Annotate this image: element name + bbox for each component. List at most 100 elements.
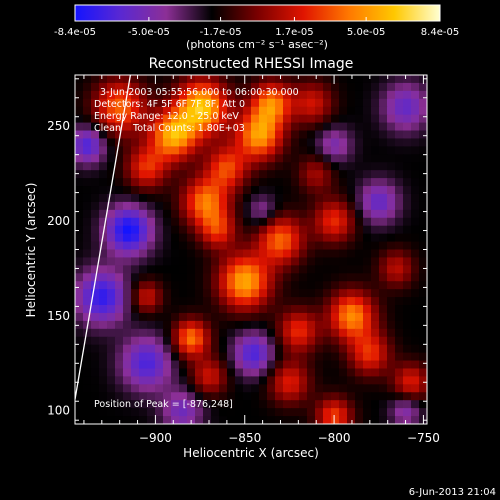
heatmap-cell bbox=[227, 368, 236, 378]
heatmap-cell bbox=[163, 376, 172, 385]
heatmap-cell bbox=[363, 416, 372, 424]
heatmap-cell bbox=[387, 265, 396, 274]
heatmap-cell bbox=[179, 122, 188, 132]
heatmap-cell bbox=[259, 249, 268, 259]
heatmap-cell bbox=[203, 328, 212, 338]
heatmap-cell bbox=[115, 209, 124, 219]
heatmap-cell bbox=[371, 265, 380, 274]
detectors-annotation: Detectors: 4F 5F 6F 7F 8F, Att 0 bbox=[94, 99, 245, 110]
heatmap-cell bbox=[195, 186, 204, 195]
heatmap-cell bbox=[155, 273, 164, 282]
heatmap-cell bbox=[155, 281, 164, 290]
heatmap-cell bbox=[91, 384, 100, 393]
heatmap-cell bbox=[331, 289, 340, 298]
heatmap-cell bbox=[139, 320, 148, 330]
heatmap-cell bbox=[283, 162, 292, 171]
heatmap-cell bbox=[419, 90, 427, 100]
heatmap-cell bbox=[243, 170, 252, 179]
heatmap-cell bbox=[91, 201, 100, 211]
heatmap-cell bbox=[203, 289, 212, 298]
heatmap-cell bbox=[259, 297, 268, 306]
heatmap-cell bbox=[115, 257, 124, 266]
heatmap-cell bbox=[139, 265, 148, 274]
heatmap-cell bbox=[267, 82, 276, 92]
heatmap-cell bbox=[147, 98, 156, 108]
heatmap-cell bbox=[283, 273, 292, 282]
heatmap-cell bbox=[387, 186, 396, 195]
heatmap-cell bbox=[203, 146, 212, 155]
heatmap-cell bbox=[227, 360, 236, 370]
heatmap-cell bbox=[355, 408, 364, 417]
heatmap-cell bbox=[267, 352, 276, 362]
heatmap-cell bbox=[251, 249, 260, 259]
heatmap-cell bbox=[131, 75, 140, 84]
heatmap-cell bbox=[155, 138, 164, 147]
heatmap-cell bbox=[267, 257, 276, 266]
heatmap-cell bbox=[299, 384, 308, 393]
heatmap-cell bbox=[243, 336, 252, 346]
heatmap-cell bbox=[259, 217, 268, 227]
heatmap-cell bbox=[187, 170, 196, 179]
heatmap-cell bbox=[387, 209, 396, 219]
heatmap-cell bbox=[307, 360, 316, 370]
heatmap-cell bbox=[347, 241, 356, 251]
heatmap-cell bbox=[115, 384, 124, 393]
heatmap-cell bbox=[107, 376, 116, 385]
heatmap-cell bbox=[315, 162, 324, 171]
heatmap-cell bbox=[371, 82, 380, 92]
heatmap-cell bbox=[331, 122, 340, 132]
heatmap-cell bbox=[283, 249, 292, 259]
heatmap-cell bbox=[419, 312, 427, 322]
heatmap-cell bbox=[115, 273, 124, 282]
heatmap-cell bbox=[411, 257, 420, 266]
heatmap-cell bbox=[387, 320, 396, 330]
heatmap-cell bbox=[195, 114, 204, 124]
heatmap-cell bbox=[171, 170, 180, 179]
heatmap-cell bbox=[363, 162, 372, 171]
heatmap-cell bbox=[195, 98, 204, 108]
heatmap-cell bbox=[299, 257, 308, 266]
heatmap-cell bbox=[355, 336, 364, 346]
heatmap-cell bbox=[91, 352, 100, 362]
heatmap-cell bbox=[291, 312, 300, 322]
heatmap-cell bbox=[315, 233, 324, 243]
heatmap-cell bbox=[347, 305, 356, 314]
heatmap-cell bbox=[75, 122, 84, 132]
heatmap-cell bbox=[203, 82, 212, 92]
heatmap-cell bbox=[323, 75, 332, 84]
heatmap-cell bbox=[219, 376, 228, 385]
heatmap-cell bbox=[259, 368, 268, 378]
heatmap-cell bbox=[203, 360, 212, 370]
heatmap-cell bbox=[115, 352, 124, 362]
heatmap-cell bbox=[211, 297, 220, 306]
heatmap-cell bbox=[355, 75, 364, 84]
heatmap-cell bbox=[395, 360, 404, 370]
heatmap-cell bbox=[323, 312, 332, 322]
heatmap-cell bbox=[251, 146, 260, 155]
heatmap-cell bbox=[331, 320, 340, 330]
heatmap-cell bbox=[331, 273, 340, 282]
heatmap-cell bbox=[299, 233, 308, 243]
heatmap-cell bbox=[363, 186, 372, 195]
heatmap-cell bbox=[395, 392, 404, 401]
heatmap-cell bbox=[203, 209, 212, 219]
heatmap-cell bbox=[227, 344, 236, 354]
heatmap-cell bbox=[291, 209, 300, 219]
heatmap-cell bbox=[347, 344, 356, 354]
heatmap-cell bbox=[371, 225, 380, 235]
heatmap-cell bbox=[283, 265, 292, 274]
heatmap-cell bbox=[267, 162, 276, 171]
heatmap-cell bbox=[379, 368, 388, 378]
heatmap-cell bbox=[299, 90, 308, 100]
heatmap-cell bbox=[403, 257, 412, 266]
heatmap-cell bbox=[115, 249, 124, 259]
heatmap-cell bbox=[307, 90, 316, 100]
heatmap-cell bbox=[163, 320, 172, 330]
heatmap-cell bbox=[347, 225, 356, 235]
heatmap-cell bbox=[251, 217, 260, 227]
heatmap-cell bbox=[123, 328, 132, 338]
heatmap-cell bbox=[283, 193, 292, 203]
heatmap-cell bbox=[139, 352, 148, 362]
heatmap-cell bbox=[147, 392, 156, 401]
